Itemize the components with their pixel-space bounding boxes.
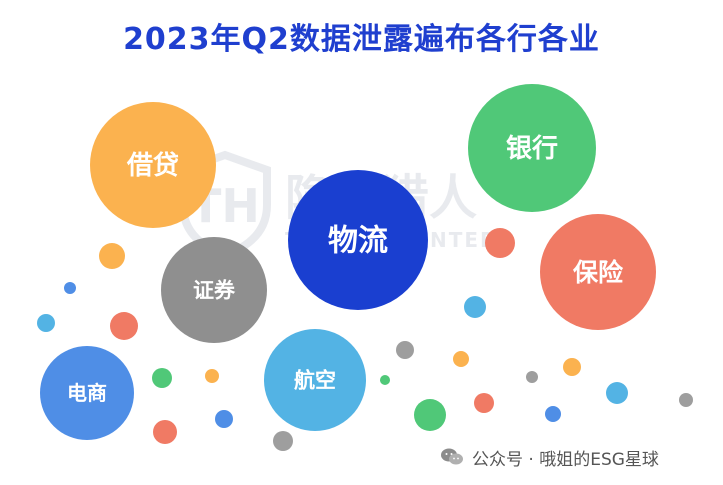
bubble-5 (264, 329, 366, 431)
bubble-3 (540, 214, 656, 330)
bubble-label-1: 借贷 (126, 150, 179, 181)
decor-dot (37, 314, 55, 332)
decor-dot (526, 371, 538, 383)
footer-text: 公众号 · 哦姐的ESG星球 (472, 449, 659, 470)
decor-dot (273, 431, 293, 451)
bubble-label-0: 物流 (328, 224, 388, 259)
decor-dot (453, 351, 469, 367)
decor-dot (64, 282, 76, 294)
decor-dot (396, 341, 414, 359)
wechat-icon (441, 448, 463, 465)
decor-dot (474, 393, 494, 413)
decor-dot (464, 296, 486, 318)
decor-dot (110, 312, 138, 340)
bubble-label-3: 保险 (572, 258, 624, 287)
decor-dot (414, 399, 446, 431)
decor-dot (380, 375, 390, 385)
decor-dot (563, 358, 581, 376)
decor-dot (606, 382, 628, 404)
decor-dot (152, 368, 172, 388)
bubble-label-6: 电商 (67, 381, 107, 405)
bubble-1 (90, 102, 216, 228)
bubble-label-4: 证券 (193, 278, 236, 302)
decor-dot (215, 410, 233, 428)
decor-dot (205, 369, 219, 383)
bubble-label-5: 航空 (294, 368, 336, 392)
decor-dot (679, 393, 693, 407)
decor-dot (99, 243, 125, 269)
decor-dot (485, 228, 515, 258)
bubble-0 (288, 170, 428, 310)
bubble-2 (468, 84, 596, 212)
footer: 公众号 · 哦姐的ESG星球 (440, 444, 659, 470)
bubble-6 (40, 346, 134, 440)
bubble-label-2: 银行 (506, 133, 558, 164)
chart-title: 2023年Q2数据泄露遍布各行各业 (123, 22, 600, 57)
decor-dot (153, 420, 177, 444)
bubble-4 (161, 237, 267, 343)
decor-dot (545, 406, 561, 422)
decorative-dots (37, 228, 693, 451)
